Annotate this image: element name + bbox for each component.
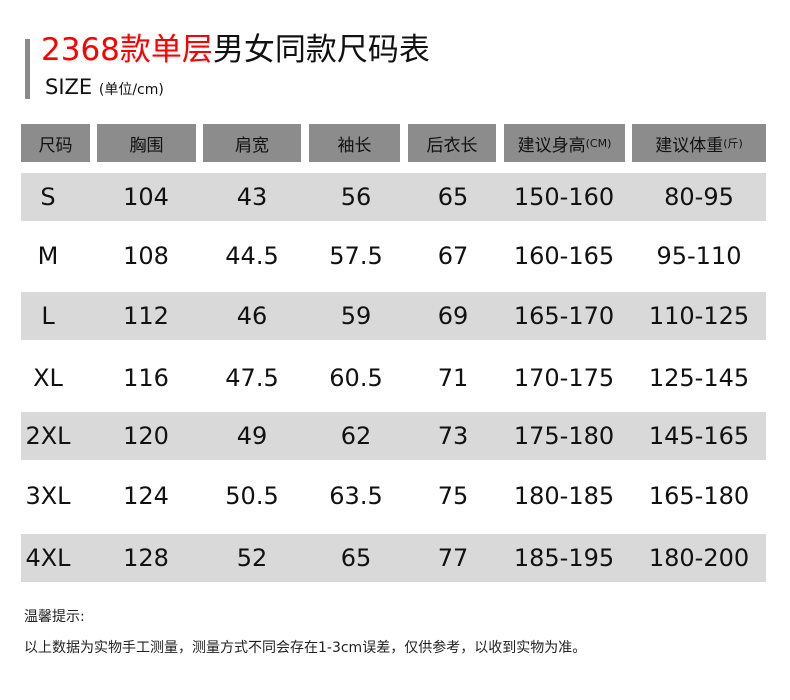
table-cell: 124: [123, 482, 169, 510]
table-cell: 165-170: [513, 302, 615, 330]
header-cell: 尺码: [21, 124, 90, 162]
table-cell: 3XL: [25, 482, 71, 510]
notes-heading: 温馨提示:: [24, 609, 85, 625]
table-cell: 185-195: [513, 544, 615, 572]
header-cell: 肩宽: [203, 124, 301, 162]
header-label: 建议身高: [517, 135, 586, 156]
title-accent-bar: [25, 39, 30, 99]
table-cell: 180-200: [648, 544, 750, 572]
table-cell: 2XL: [25, 422, 71, 450]
table-cell: 49: [236, 422, 268, 450]
table-cell: 73: [437, 422, 469, 450]
table-cell: 67: [437, 242, 469, 270]
header-label: 建议体重: [655, 135, 724, 156]
header-cell: 胸围: [97, 124, 196, 162]
header-cell: 后衣长: [408, 124, 496, 162]
table-cell: 4XL: [25, 544, 71, 572]
header-cell: 袖长: [309, 124, 400, 162]
header-label: 胸围: [129, 135, 164, 156]
header-label: 后衣长: [426, 135, 478, 156]
header-cell: 建议身高 (CM): [504, 124, 625, 162]
table-cell: 62: [340, 422, 372, 450]
header-unit: (CM): [585, 136, 612, 150]
table-cell: 69: [437, 302, 469, 330]
row-band: [21, 173, 766, 221]
table-cell: 110-125: [648, 302, 750, 330]
notes-text: 以上数据为实物手工测量，测量方式不同会存在1-3cm误差，仅供参考，以收到实物为…: [24, 640, 587, 656]
table-cell: 165-180: [648, 482, 750, 510]
header-cell: 建议体重 (斤): [632, 124, 766, 162]
table-cell: 95-110: [656, 242, 742, 270]
table-cell: 125-145: [648, 364, 750, 392]
table-cell: 65: [340, 544, 372, 572]
table-cell: 47.5: [225, 364, 279, 392]
header-label: 肩宽: [235, 135, 269, 156]
table-cell: 57.5: [329, 242, 383, 270]
table-cell: 104: [123, 183, 169, 211]
page-title: 2368款单层男女同款尺码表: [41, 30, 430, 70]
row-band: [21, 412, 766, 460]
table-cell: 59: [340, 302, 372, 330]
table-cell: 112: [123, 302, 169, 330]
table-cell: 71: [437, 364, 469, 392]
subtitle-unit: (单位/cm): [98, 82, 164, 98]
table-cell: 116: [123, 364, 169, 392]
table-cell: 108: [123, 242, 169, 270]
table-cell: 63.5: [329, 482, 383, 510]
table-cell: 65: [437, 183, 469, 211]
table-cell: S: [40, 183, 56, 211]
table-cell: 145-165: [648, 422, 750, 450]
table-cell: 120: [123, 422, 169, 450]
table-cell: 52: [236, 544, 268, 572]
row-band: [21, 534, 766, 582]
table-cell: 43: [236, 183, 268, 211]
table-cell: 170-175: [513, 364, 615, 392]
table-cell: 128: [123, 544, 169, 572]
table-cell: 175-180: [513, 422, 615, 450]
table-cell: 44.5: [225, 242, 279, 270]
table-cell: 60.5: [329, 364, 383, 392]
table-cell: 77: [437, 544, 469, 572]
row-band: [21, 292, 766, 340]
table-cell: 150-160: [513, 183, 615, 211]
table-cell: 46: [236, 302, 268, 330]
table-cell: 180-185: [513, 482, 615, 510]
table-cell: 50.5: [225, 482, 279, 510]
table-cell: 75: [437, 482, 469, 510]
header-label: 袖长: [337, 135, 372, 156]
table-cell: 160-165: [513, 242, 615, 270]
header-label: 尺码: [38, 135, 73, 156]
table-cell: L: [41, 302, 55, 330]
table-cell: XL: [33, 364, 63, 392]
title-model: 2368款单层: [41, 32, 213, 68]
table-cell: M: [37, 242, 59, 270]
subtitle-main: SIZE: [45, 75, 93, 99]
table-cell: 80-95: [664, 183, 734, 211]
table-cell: 56: [340, 183, 372, 211]
title-text: 男女同款尺码表: [212, 32, 430, 68]
subtitle: SIZE (单位/cm): [45, 74, 164, 103]
header-unit: (斤): [723, 137, 743, 150]
